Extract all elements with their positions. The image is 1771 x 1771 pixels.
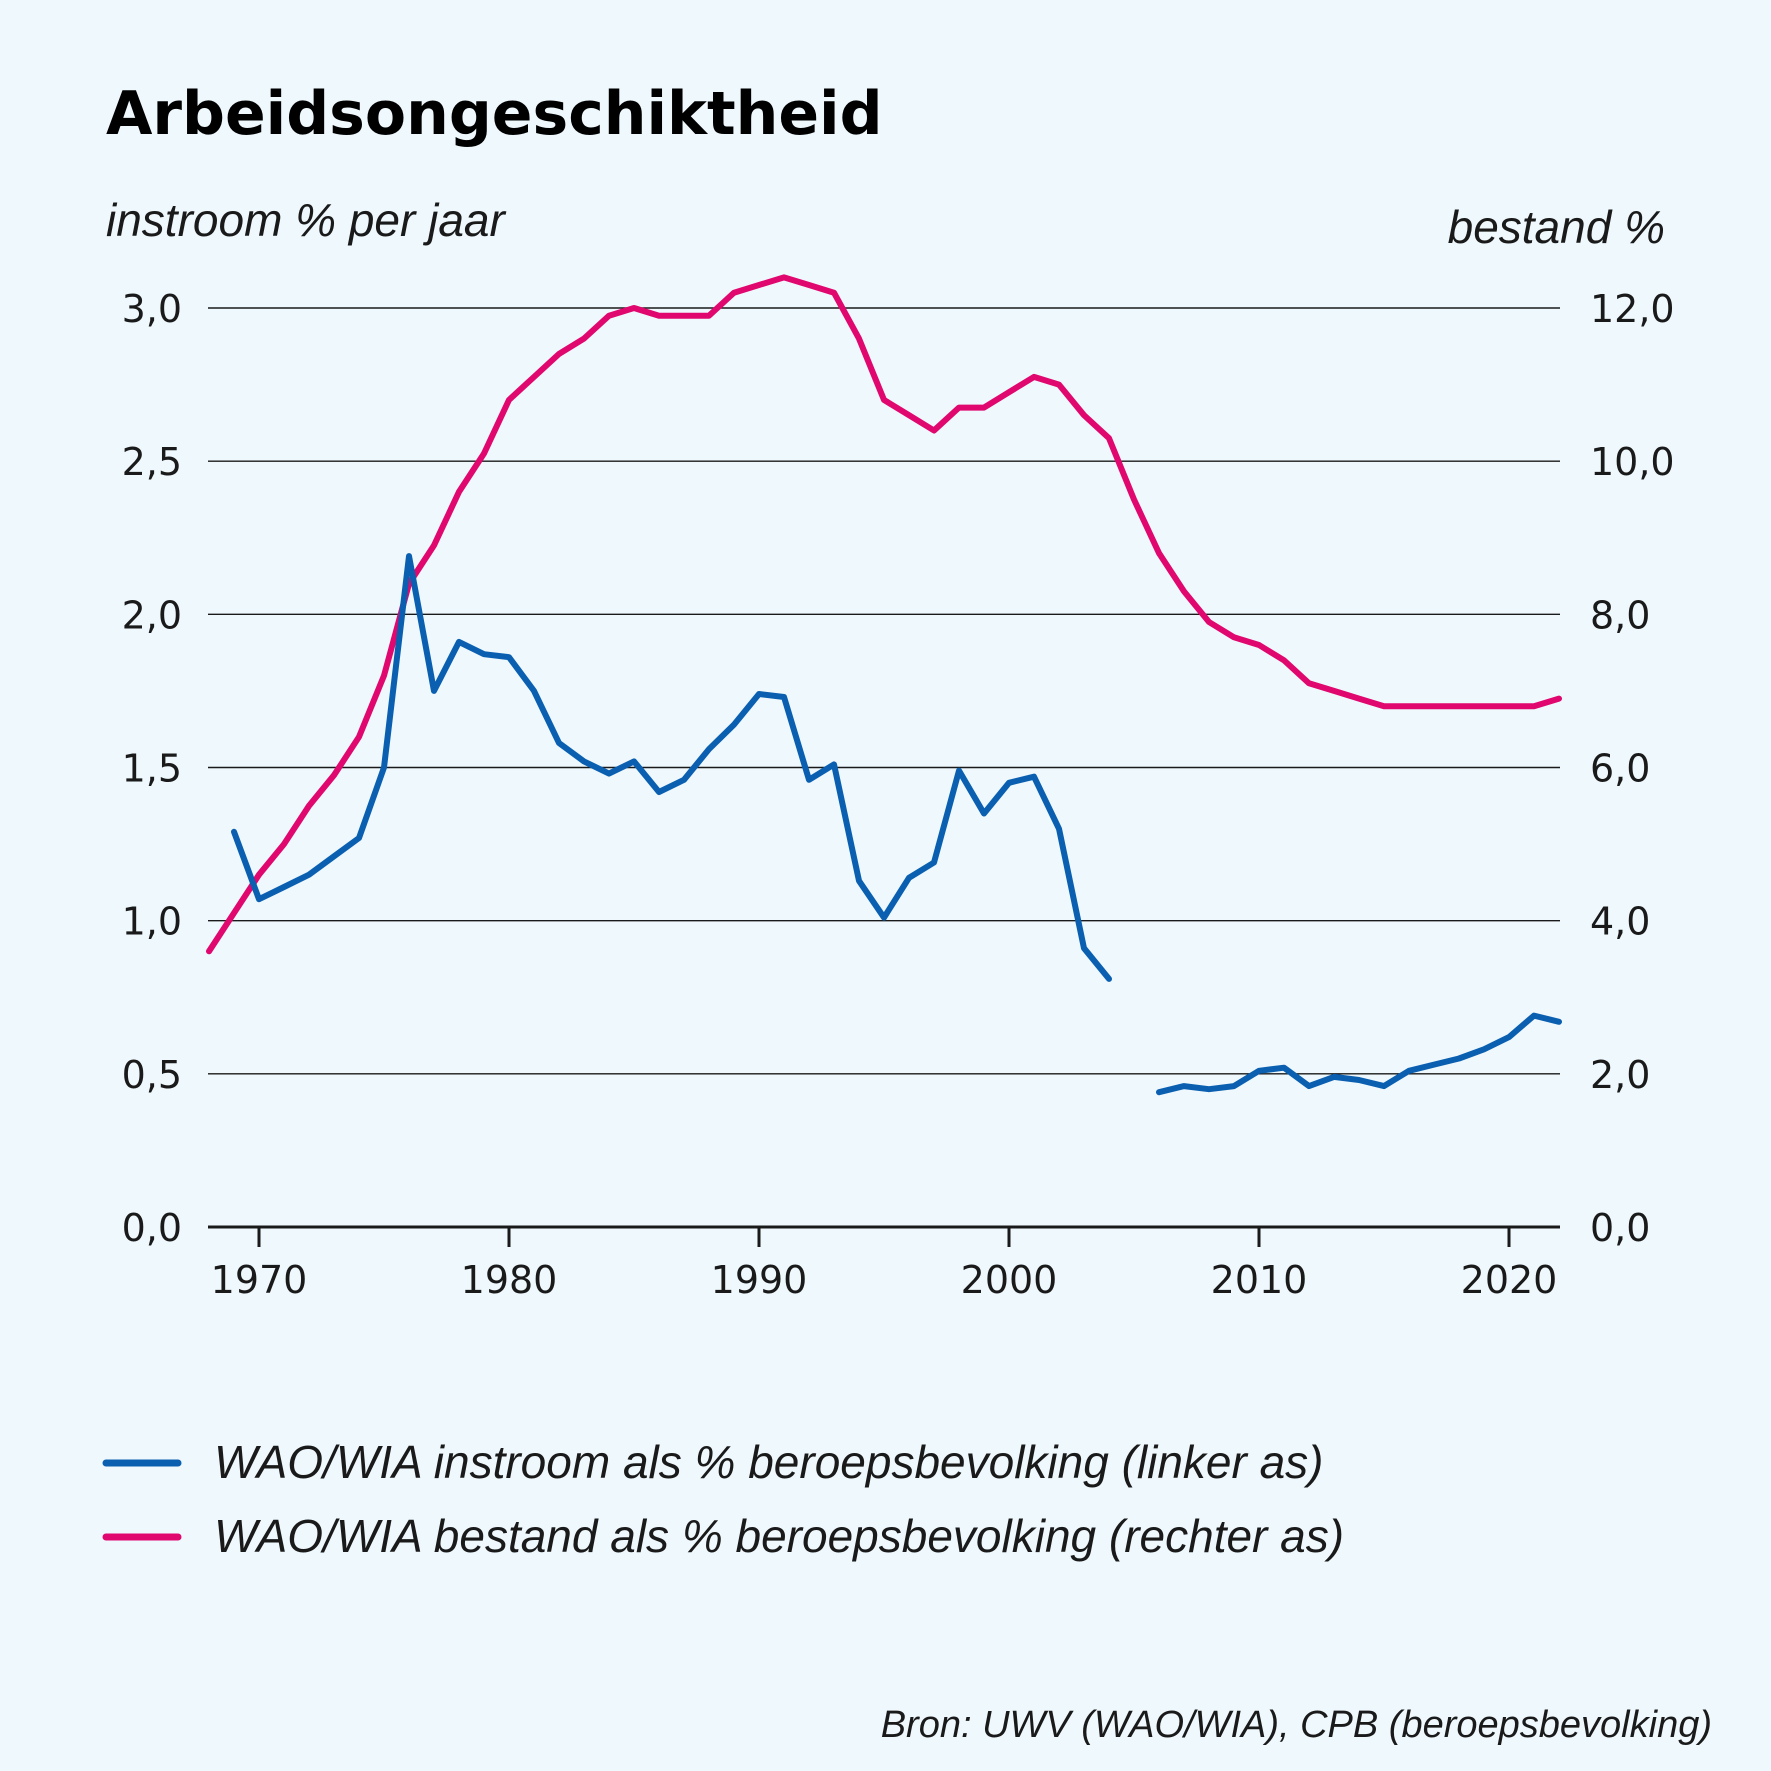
legend-label-bestand: WAO/WIA bestand als % beroepsbevolking (…: [214, 1510, 1344, 1562]
bestand-line-segment-1: [206, 274, 1562, 955]
right-tick-label: 0,0: [1590, 1206, 1650, 1250]
chart-title: Arbeidsongeschiktheid: [106, 79, 883, 149]
x-tick-label: 1980: [461, 1258, 558, 1302]
left-tick-label: 0,0: [122, 1206, 182, 1250]
left-tick-label: 2,0: [122, 593, 182, 637]
right-axis-ticks: 0,0 2,0 4,0 6,0 8,0 10,0 12,0: [1590, 287, 1675, 1250]
left-tick-label: 1,0: [122, 900, 182, 944]
legend-label-instroom: WAO/WIA instroom als % beroepsbevolking …: [214, 1436, 1324, 1488]
legend: WAO/WIA instroom als % beroepsbevolking …: [102, 1436, 1344, 1562]
left-axis-label: instroom % per jaar: [106, 194, 506, 246]
left-tick-label: 2,5: [122, 440, 182, 484]
x-tick-label: 2010: [1211, 1258, 1308, 1302]
x-tick-label: 2000: [961, 1258, 1058, 1302]
left-tick-label: 0,5: [122, 1053, 182, 1097]
left-axis-ticks: 0,0 0,5 1,0 1,5 2,0 2,5 3,0: [122, 287, 182, 1250]
left-tick-label: 1,5: [122, 747, 182, 791]
instroom-line-segment-2: [1156, 1012, 1562, 1096]
source-note: Bron: UWV (WAO/WIA), CPB (beroepsbevolki…: [881, 1704, 1712, 1746]
x-tick-label: 2020: [1461, 1258, 1558, 1302]
instroom-line-segment-1: [231, 553, 1112, 982]
right-tick-label: 6,0: [1590, 747, 1650, 791]
gridlines: [208, 307, 1560, 1229]
left-tick-label: 3,0: [122, 287, 182, 331]
right-tick-label: 2,0: [1590, 1053, 1650, 1097]
right-tick-label: 8,0: [1590, 593, 1650, 637]
x-tick-label: 1990: [711, 1258, 808, 1302]
right-axis-label: bestand %: [1448, 201, 1665, 253]
right-tick-label: 4,0: [1590, 900, 1650, 944]
series-lines: [206, 274, 1562, 1096]
x-tick-label: 1970: [211, 1258, 308, 1302]
x-axis: 1970 1980 1990 2000 2010 2020: [211, 1227, 1558, 1302]
right-tick-label: 10,0: [1590, 440, 1675, 484]
right-tick-label: 12,0: [1590, 287, 1675, 331]
